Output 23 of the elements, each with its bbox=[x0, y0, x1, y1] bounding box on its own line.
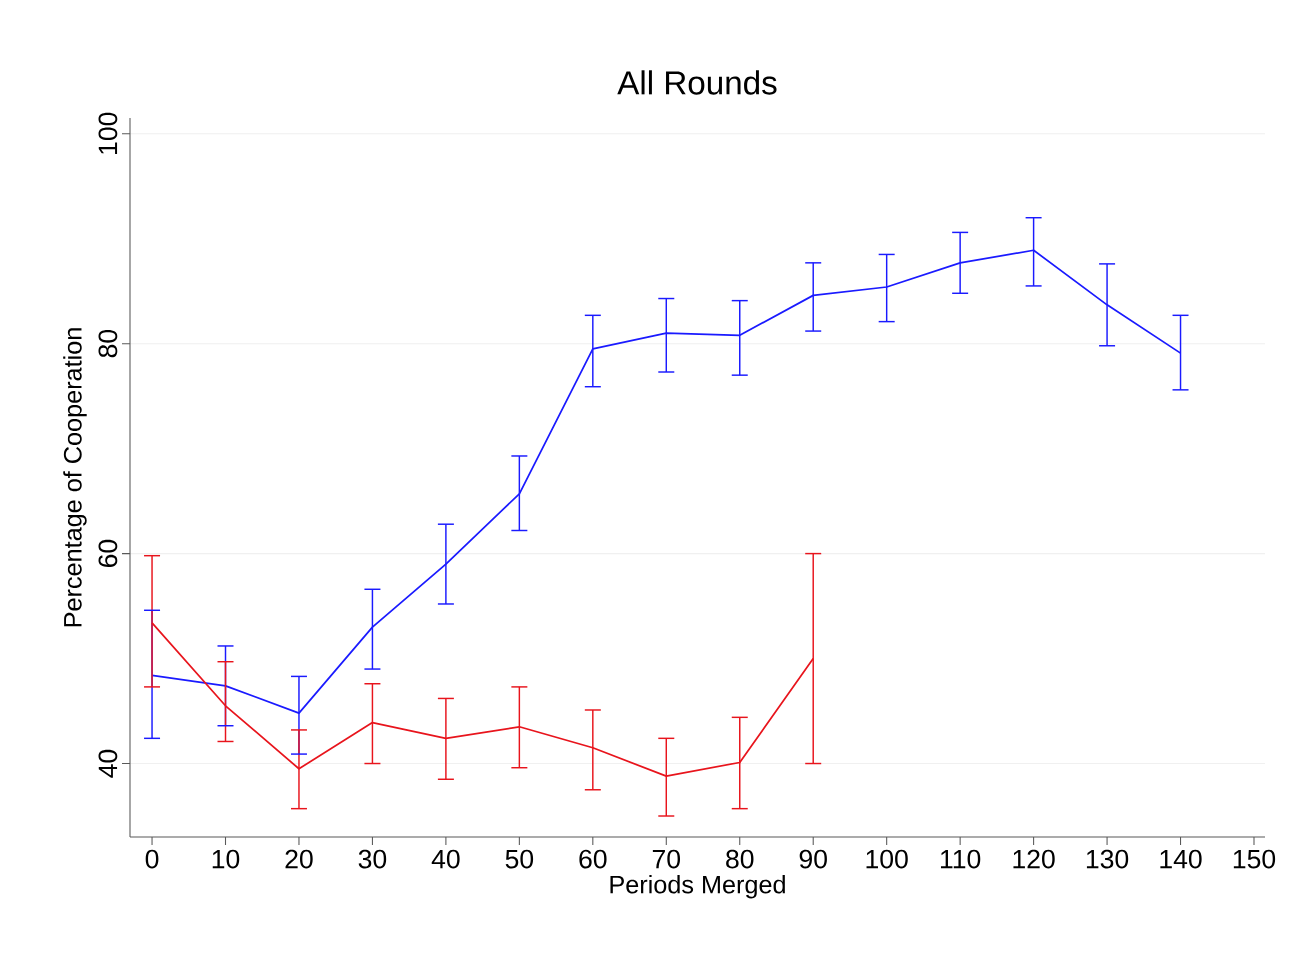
x-tick-label: 10 bbox=[212, 849, 240, 869]
x-tick-label: 0 bbox=[145, 849, 159, 869]
x-tick-label: 140 bbox=[1160, 849, 1202, 869]
y-tick-label: 40 bbox=[98, 749, 118, 778]
x-axis-title: Periods Merged bbox=[610, 874, 785, 899]
y-axis-title: Percentage of Cooperation bbox=[63, 328, 87, 627]
x-tick-label: 50 bbox=[505, 849, 534, 869]
x-tick-label: 60 bbox=[579, 849, 607, 869]
x-tick-label: 70 bbox=[652, 849, 681, 869]
x-tick-label: 100 bbox=[866, 849, 908, 869]
y-tick-label: 60 bbox=[98, 539, 118, 568]
x-tick-label: 120 bbox=[1013, 849, 1055, 869]
x-tick-label: 150 bbox=[1233, 849, 1276, 869]
x-tick-label: 130 bbox=[1086, 849, 1129, 869]
x-tick-label: 20 bbox=[285, 849, 313, 869]
chart-title: All Rounds bbox=[617, 70, 777, 95]
x-tick-label: 40 bbox=[431, 849, 460, 869]
x-tick-label: 30 bbox=[358, 849, 387, 869]
y-tick-label: 100 bbox=[98, 112, 118, 154]
x-tick-label: 90 bbox=[799, 849, 827, 869]
y-tick-label: 80 bbox=[98, 329, 118, 358]
x-tick-label: 110 bbox=[940, 849, 981, 869]
x-tick-label: 80 bbox=[726, 849, 754, 869]
